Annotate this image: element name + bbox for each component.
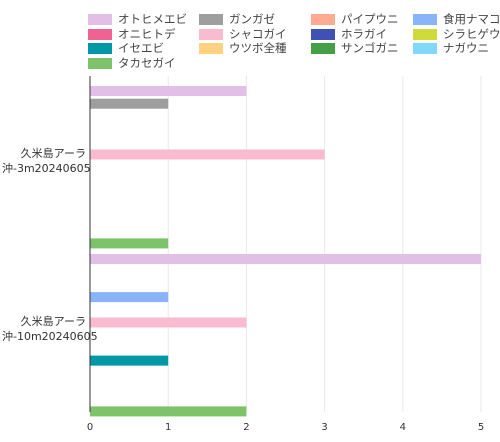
x-tick-label: 5 [478,422,484,433]
legend-swatch [413,14,437,25]
category-label-line: 久米島アーラ [20,147,86,160]
bar[interactable] [90,292,169,303]
legend-swatch [311,14,335,25]
legend-item[interactable]: オニヒトデ [88,27,176,42]
legend-label: ナガウニ [443,41,489,55]
legend-swatch [413,28,437,40]
legend-swatch [199,43,223,54]
legend-label: タカセガイ [118,55,176,70]
legend-label: シラヒゲウニ [443,26,500,41]
bar[interactable] [90,149,325,160]
legend-swatch [88,28,112,40]
bar[interactable] [90,98,169,109]
x-tick-label: 2 [243,422,249,433]
legend-item[interactable]: 食用ナマコ [413,12,500,27]
x-tick-label: 0 [87,422,93,433]
bar[interactable] [90,238,169,249]
legend-item[interactable]: ガンガゼ [199,12,275,27]
legend-item[interactable]: ナガウニ [413,41,489,56]
bars [90,86,481,417]
legend-swatch [88,57,112,69]
bar[interactable] [90,254,481,264]
category-label: 久米島アーラ 沖-10m20240605 [2,314,98,344]
category-label-line: 久米島アーラ [20,315,86,328]
x-tick-label: 3 [321,422,327,433]
legend-label: 食用ナマコ [443,12,500,26]
x-tick-label: 1 [165,422,171,433]
legend-swatch [88,43,112,54]
category-label-line: 沖-3m20240605 [2,162,91,175]
legend-label: オトヒメエビ [118,12,187,26]
legend-swatch [413,43,437,54]
bar[interactable] [90,317,247,328]
bar[interactable] [90,86,247,96]
legend-label: ホラガイ [341,26,387,41]
legend-item[interactable]: パイプウニ [311,12,399,27]
legend-label: オニヒトデ [118,26,176,41]
legend-swatch [88,14,112,25]
legend-swatch [199,28,223,40]
legend-item[interactable]: タカセガイ [88,56,176,71]
category-label: 久米島アーラ沖-3m20240605 [2,146,91,176]
bar[interactable] [90,406,247,417]
legend-item[interactable]: シャコガイ [199,27,287,42]
legend-label: ウツボ全種 [229,41,287,55]
legend-item[interactable]: オトヒメエビ [88,12,187,27]
bar[interactable] [90,355,169,366]
x-tick-label: 4 [400,422,406,433]
legend-item[interactable]: ホラガイ [311,27,387,42]
legend-item[interactable]: イセエビ [88,41,164,56]
legend-swatch [311,28,335,40]
legend-label: サンゴガニ [341,41,399,55]
x-tick-labels: 0 1 2 3 4 5 [87,422,484,433]
legend-item[interactable]: サンゴガニ [311,41,399,56]
legend-label: イセエビ [118,41,164,55]
category-label-line: 沖-10m20240605 [2,330,98,343]
legend-item[interactable]: シラヒゲウニ [413,27,500,42]
legend-label: パイプウニ [341,12,399,26]
gridlines [167,76,482,412]
legend-label: シャコガイ [229,26,287,41]
legend-swatch [311,43,335,54]
legend-label: ガンガゼ [229,12,275,26]
legend-swatch [199,14,223,25]
legend-item[interactable]: ウツボ全種 [199,41,287,56]
